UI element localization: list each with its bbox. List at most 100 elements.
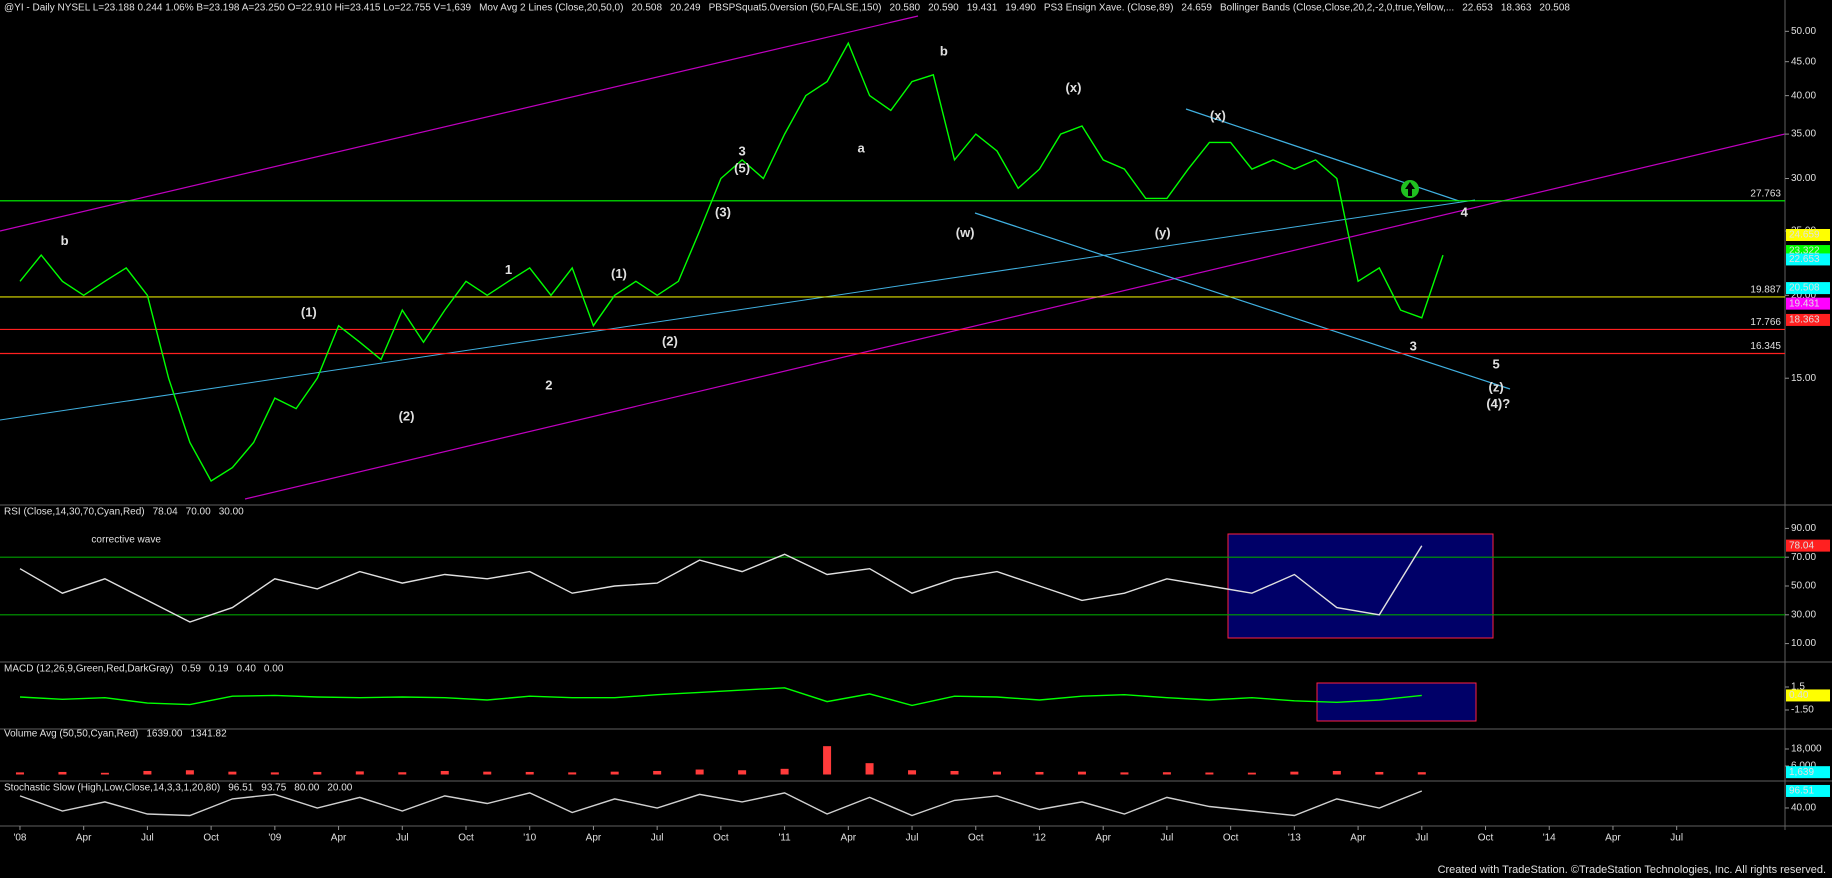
- x-tick-label: Oct: [713, 833, 729, 844]
- x-tick-label: Oct: [968, 833, 984, 844]
- volume-bar: [483, 771, 492, 775]
- y-tick-label: 18,000: [1791, 744, 1822, 755]
- wave-label: (5): [734, 160, 750, 175]
- value-tag: [1786, 297, 1830, 310]
- indicator-label: 0.40: [236, 664, 256, 675]
- volume-bar: [1332, 770, 1341, 775]
- wave-label: 2: [545, 377, 552, 392]
- level-label: 27.763: [1750, 188, 1781, 199]
- volume-bar: [525, 771, 534, 775]
- x-tick-label: '14: [1543, 833, 1556, 844]
- value-tag-label: 20.508: [1789, 283, 1820, 294]
- x-tick-label: Jul: [141, 833, 154, 844]
- x-tick-label: Apr: [76, 833, 92, 844]
- y-tick-label: 50.00: [1791, 26, 1816, 37]
- price-line: [19, 545, 1423, 623]
- x-tick-label: '12: [1033, 833, 1046, 844]
- indicator-label: 19.490: [1005, 3, 1036, 14]
- volume-bar: [780, 768, 789, 775]
- value-tag: [1786, 282, 1830, 295]
- wave-label: (2): [662, 334, 678, 349]
- wave-label: 3: [739, 143, 746, 158]
- level-label: 16.345: [1750, 341, 1781, 352]
- volume-bar: [823, 746, 832, 775]
- y-tick-label: 70.00: [1791, 552, 1816, 563]
- wave-label: (w): [956, 225, 975, 240]
- indicator-label: 20.00: [327, 783, 352, 794]
- x-tick-label: Apr: [1350, 833, 1366, 844]
- volume-bar: [100, 772, 109, 775]
- indicator-label: 80.00: [294, 783, 319, 794]
- wave-label: b: [940, 44, 948, 59]
- volume-bar: [1035, 771, 1044, 775]
- x-tick-label: '10: [523, 833, 536, 844]
- indicator-label: 20.508: [1539, 3, 1570, 14]
- indicator-label: 0.19: [209, 664, 229, 675]
- volume-bar: [993, 771, 1002, 775]
- price-line: [19, 790, 1423, 817]
- wave-label: (y): [1155, 225, 1171, 240]
- wave-label: 4: [1461, 205, 1469, 220]
- trend-line: [974, 212, 1511, 390]
- y-tick-label: 50.00: [1791, 581, 1816, 592]
- indicator-label: 78.04: [153, 507, 178, 518]
- wave-label: (x): [1066, 80, 1082, 95]
- indicator-label: Stochastic Slow (High,Low,Close,14,3,3,1…: [4, 783, 220, 794]
- y-tick-label: 6,000: [1791, 761, 1816, 772]
- volume-bar: [355, 771, 364, 775]
- x-tick-label: Apr: [586, 833, 602, 844]
- volume-bar: [58, 771, 67, 775]
- value-tag-label: 24.659: [1789, 230, 1820, 241]
- indicator-label: 1639.00: [146, 729, 183, 740]
- x-tick-label: Oct: [203, 833, 219, 844]
- x-tick-label: Oct: [1223, 833, 1239, 844]
- y-tick-label: 40.00: [1791, 90, 1816, 101]
- indicator-label: 20.249: [670, 3, 701, 14]
- x-tick-label: Jul: [396, 833, 409, 844]
- y-tick-label: 10.00: [1791, 638, 1816, 649]
- indicator-label: 93.75: [261, 783, 286, 794]
- value-tag: [1786, 228, 1830, 241]
- value-tag: [1786, 253, 1830, 266]
- wave-label: (3): [715, 205, 731, 220]
- volume-bar: [15, 772, 24, 775]
- indicator-label: PBSPSquat5.0version (50,FALSE,150): [709, 3, 882, 14]
- value-tag-label: 18.363: [1789, 315, 1820, 326]
- indicator-label: PS3 Ensign Xave. (Close,89): [1044, 3, 1174, 14]
- wave-label: 3: [1410, 339, 1417, 354]
- trend-channel: [0, 15, 919, 232]
- value-tag-label: 0.40: [1789, 690, 1809, 701]
- wave-label: 5: [1493, 357, 1500, 372]
- wave-label: a: [857, 141, 865, 156]
- indicator-label: @YI - Daily NYSEL L=23.188 0.244 1.06% B…: [4, 3, 472, 14]
- volume-bar: [1247, 772, 1256, 775]
- value-tag: [1786, 689, 1830, 702]
- y-tick-label: 20.00: [1791, 290, 1816, 301]
- indicator-label: 0.59: [182, 664, 202, 675]
- wave-label: (1): [301, 305, 317, 320]
- x-tick-label: Jul: [651, 833, 664, 844]
- highlight-box: [1227, 533, 1494, 639]
- volume-bar: [950, 770, 959, 775]
- value-tag-label: 23.322: [1789, 246, 1820, 257]
- indicator-label: 0.00: [264, 664, 284, 675]
- x-tick-label: '09: [268, 833, 281, 844]
- value-tag-label: 1,639: [1789, 767, 1814, 778]
- x-tick-label: Apr: [841, 833, 857, 844]
- volume-bar: [908, 770, 917, 775]
- x-tick-label: '08: [13, 833, 26, 844]
- volume-bar: [1417, 772, 1426, 775]
- x-tick-label: Apr: [331, 833, 347, 844]
- volume-bar: [440, 770, 449, 775]
- x-tick-label: Apr: [1605, 833, 1621, 844]
- y-tick-label: 45.00: [1791, 56, 1816, 67]
- y-tick-label: 40.00: [1791, 803, 1816, 814]
- trend-channel: [244, 133, 1786, 500]
- volume-bar: [270, 772, 279, 775]
- y-tick-label: 90.00: [1791, 523, 1816, 534]
- volume-bar: [185, 770, 194, 775]
- wave-label: (2): [399, 409, 415, 424]
- x-tick-label: Jul: [1670, 833, 1683, 844]
- footer: Created with TradeStation. ©TradeStation…: [1438, 864, 1826, 876]
- indicator-label: 22.653: [1462, 3, 1493, 14]
